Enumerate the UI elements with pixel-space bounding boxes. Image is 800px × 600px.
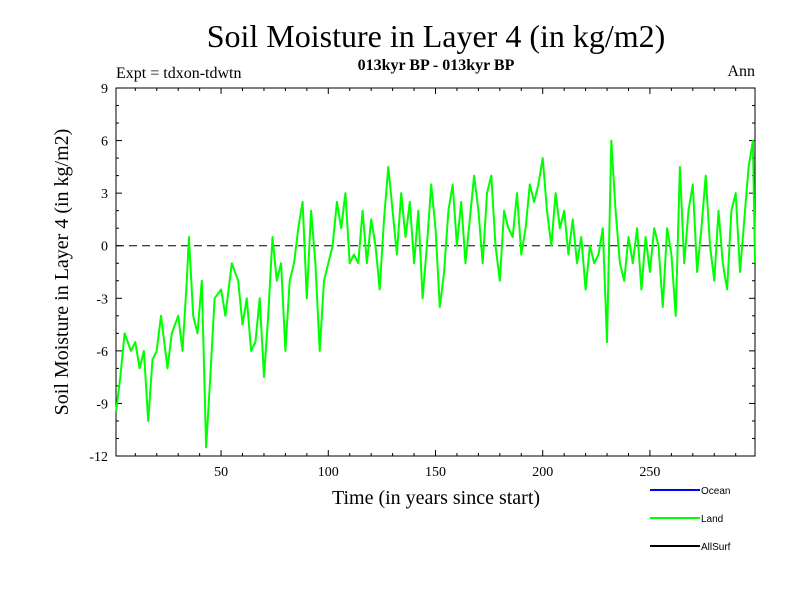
legend: Ocean Land AllSurf xyxy=(650,486,731,553)
series-line-land xyxy=(115,139,756,449)
x-axis-label: Time (in years since start) xyxy=(332,487,540,509)
x-tick-label: 100 xyxy=(318,465,339,480)
y-tick-label: 0 xyxy=(101,240,108,255)
chart-title: Soil Moisture in Layer 4 (in kg/m2) xyxy=(207,18,666,54)
x-tick-label: 50 xyxy=(214,465,228,480)
legend-label-ocean: Ocean xyxy=(701,486,730,497)
y-tick-label: -12 xyxy=(89,450,108,465)
legend-label-land: Land xyxy=(701,514,723,525)
y-tick-label: -6 xyxy=(96,345,108,360)
y-tick-label: -9 xyxy=(96,397,108,412)
experiment-label: Expt = tdxon-tdwtn xyxy=(116,65,241,82)
y-tick-label: -3 xyxy=(96,292,108,307)
chart-subtitle: 013kyr BP - 013kyr BP xyxy=(358,57,515,74)
x-tick-label: 250 xyxy=(639,465,660,480)
y-tick-label: 9 xyxy=(101,82,108,97)
y-tick-label: 6 xyxy=(101,135,108,150)
y-axis-label: Soil Moisture in Layer 4 (in kg/m2) xyxy=(51,129,73,416)
y-tick-label: 3 xyxy=(101,187,108,202)
period-label: Ann xyxy=(727,63,755,80)
series-layer xyxy=(115,139,756,449)
legend-label-allsurf: AllSurf xyxy=(701,542,731,553)
plot-frame xyxy=(115,87,756,457)
x-tick-label: 150 xyxy=(425,465,446,480)
x-tick-label: 200 xyxy=(532,465,553,480)
x-axis: 50 100 150 200 250 xyxy=(134,88,737,480)
